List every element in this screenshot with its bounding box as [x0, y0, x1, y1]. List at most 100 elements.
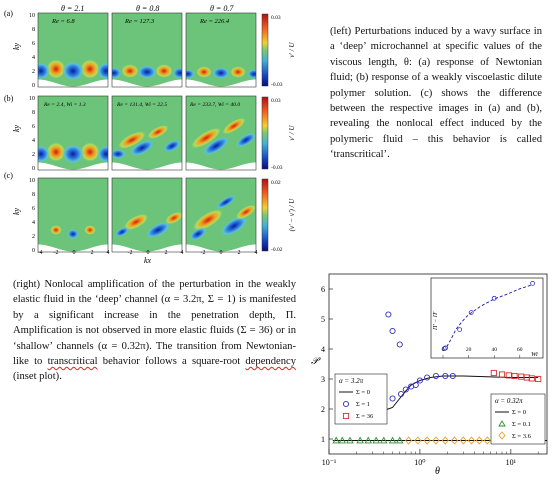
svg-text:0.03: 0.03: [271, 15, 281, 21]
svg-text:v′ / U: v′ / U: [288, 41, 296, 57]
svg-text:(v′ − v′) / U: (v′ − v′) / U: [288, 198, 296, 232]
row-label-b: (b): [4, 94, 14, 103]
panel-annotation: Re = 127.3: [124, 18, 155, 25]
data-point: [518, 373, 525, 380]
data-point: [395, 436, 404, 444]
chart-svg: 1 2 3 4 5 6 10⁻¹ 10⁰ 10¹ 𝒫 θ 0 20 40 60 Wi Π′ − Π′…: [311, 273, 548, 477]
negative-lobe: [62, 61, 84, 81]
caption-right-emphasis2: dependency: [245, 356, 296, 368]
y-tick-label: 3: [321, 375, 325, 384]
panel-frame: [185, 12, 257, 88]
svg-text:0: 0: [147, 250, 150, 256]
svg-text:6: 6: [32, 124, 35, 130]
inset-data-point: [530, 280, 536, 286]
positive-lobe: [192, 208, 224, 232]
inset-x-tick-label: 20: [466, 347, 472, 353]
series-circle: [385, 311, 456, 402]
panel-frame: [37, 12, 109, 88]
contour-panel: [37, 95, 109, 171]
contour-panel: [37, 177, 109, 253]
positive-lobe: [235, 204, 256, 220]
data-point: [441, 436, 449, 445]
y-tick-label: 1: [321, 435, 325, 444]
data-point: [388, 436, 397, 444]
y-ticks-row-c: 10 8 6 4 2 0: [29, 178, 35, 254]
svg-text:v′ / U: v′ / U: [288, 124, 296, 140]
svg-text:-0.02: -0.02: [271, 247, 283, 253]
inset-series-dashed: [446, 284, 533, 347]
inset-x-label: Wi: [531, 351, 538, 358]
legend-title: α = 3.2π: [339, 377, 364, 385]
svg-text:6: 6: [32, 41, 35, 47]
contour-panel: [111, 177, 183, 253]
positive-lobe: [117, 130, 147, 150]
svg-text:-0.03: -0.03: [271, 82, 283, 88]
negative-lobe: [215, 194, 237, 210]
svg-text:2: 2: [32, 234, 35, 240]
negative-lobe: [97, 62, 108, 80]
negative-lobe: [129, 139, 155, 157]
svg-text:-2: -2: [201, 250, 206, 256]
data-point: [432, 436, 440, 445]
inset-data-point: [443, 345, 448, 351]
panel-frame: [111, 177, 183, 253]
positive-lobe: [221, 117, 247, 135]
caption-left-text: (left) Perturbations induced by a wavy s…: [330, 26, 542, 145]
panel-background: [112, 96, 182, 170]
data-point: [356, 436, 364, 444]
data-point: [511, 372, 518, 380]
panel-frame: [37, 177, 109, 253]
svg-text:4: 4: [32, 220, 35, 226]
data-point: [404, 436, 413, 445]
panel-annotation: Re = 2.4, Wi = 1.3: [43, 102, 86, 108]
data-point: [432, 372, 439, 380]
caption-left-end: .: [387, 149, 390, 161]
contour-panel: [37, 12, 109, 88]
wavy-wall: [186, 244, 256, 252]
inset-x-tick-label: 0: [442, 347, 445, 353]
positive-lobe: [196, 66, 212, 78]
data-point: [442, 372, 449, 380]
contour-panel: [185, 12, 257, 88]
svg-text:4: 4: [255, 250, 258, 256]
negative-lobe: [172, 67, 182, 79]
x-tick-label: 10¹: [506, 458, 517, 467]
negative-lobe: [162, 139, 182, 153]
wavy-wall: [38, 162, 108, 170]
contour-panel: [111, 95, 183, 171]
wavy-wall: [112, 162, 182, 170]
svg-text:0: 0: [73, 250, 76, 256]
svg-text:2: 2: [238, 250, 241, 256]
colorbar-a: 0.03 -0.03 v′ / U: [261, 13, 296, 88]
svg-text:-0.03: -0.03: [271, 165, 283, 171]
inset-series-circle: [441, 280, 536, 352]
y-axis-label: ky: [12, 207, 21, 215]
plot-frame: [328, 273, 548, 455]
svg-text:8: 8: [32, 27, 35, 33]
series-diamond: [404, 436, 491, 445]
svg-text:2: 2: [91, 250, 94, 256]
inset-data-point: [457, 327, 463, 332]
data-point: [338, 436, 347, 444]
data-point: [535, 375, 542, 383]
negative-lobe: [97, 145, 108, 163]
data-point: [385, 311, 392, 318]
panel-frame: [111, 12, 183, 88]
data-point: [498, 371, 506, 378]
panel-annotation: Re = 233.7, Wi = 40.0: [189, 102, 240, 108]
positive-lobe: [46, 59, 66, 79]
wavy-wall: [38, 79, 108, 87]
y-axis-label: ky: [12, 124, 21, 132]
wavy-wall: [112, 244, 182, 252]
legend-entry: Σ = 0.1: [512, 421, 531, 428]
inset-y-label: Π′ − Π′: [433, 311, 439, 331]
data-point: [450, 436, 459, 445]
data-point: [414, 436, 422, 445]
inset-data-point: [491, 295, 497, 301]
wavy-wall: [38, 244, 108, 252]
data-point: [423, 436, 431, 445]
positive-lobe: [230, 66, 246, 78]
positive-lobe: [164, 211, 182, 225]
svg-text:0: 0: [220, 250, 223, 256]
svg-text:0: 0: [32, 83, 35, 89]
